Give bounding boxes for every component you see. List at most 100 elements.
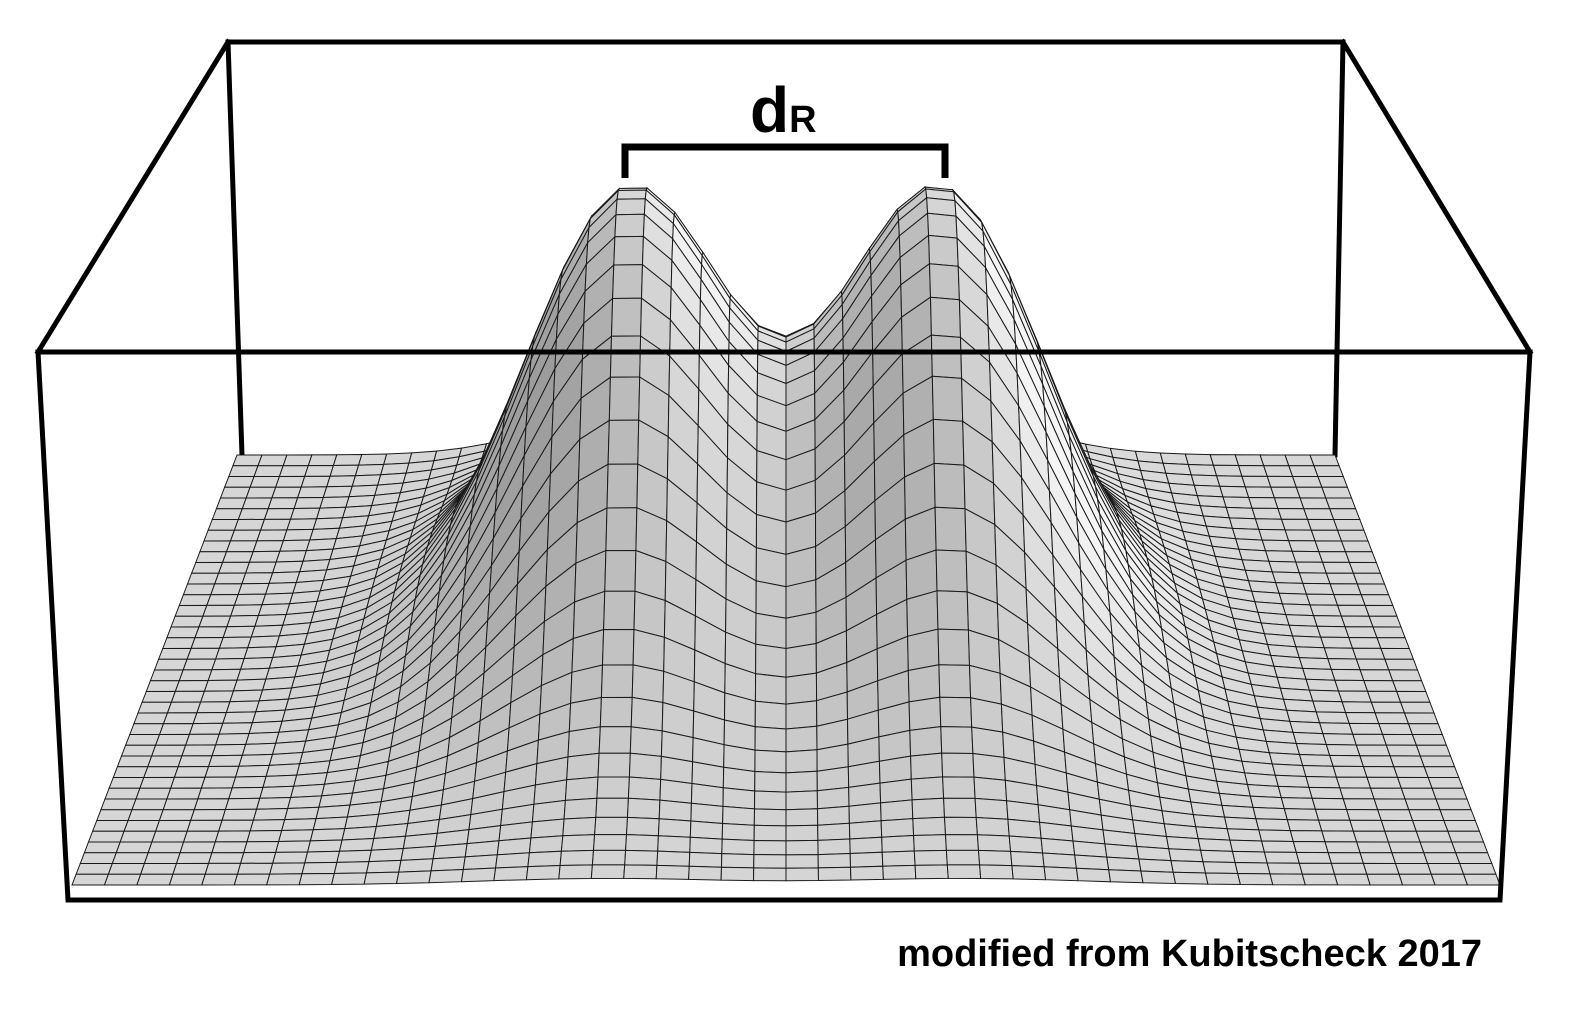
- mesh-cell: [1266, 475, 1298, 488]
- mesh-cell: [1221, 804, 1257, 820]
- mesh-cell: [1204, 872, 1242, 886]
- mesh-cell: [246, 829, 283, 843]
- mesh-cell: [1352, 830, 1390, 843]
- mesh-cell: [1419, 755, 1456, 768]
- mesh-cell: [1280, 797, 1317, 810]
- mesh-cell: [934, 506, 967, 552]
- mesh-cell: [224, 797, 261, 811]
- mesh-cell: [1348, 561, 1382, 574]
- mesh-cell: [214, 647, 249, 660]
- mesh-cell: [1042, 852, 1077, 869]
- mesh-cell: [564, 776, 599, 801]
- mesh-cell: [1376, 637, 1411, 650]
- mesh-cell: [1318, 722, 1354, 735]
- mesh-cell: [1462, 873, 1501, 886]
- mesh-cell: [162, 712, 198, 725]
- mesh-cell: [1336, 529, 1369, 542]
- mesh-cell: [181, 744, 217, 757]
- mesh-cell: [1241, 475, 1272, 488]
- mesh-cell: [1325, 743, 1361, 757]
- mesh-cell: [1435, 798, 1472, 811]
- mesh-cell: [659, 778, 693, 804]
- mesh-cell: [604, 549, 637, 592]
- mesh-cell: [182, 583, 216, 596]
- mesh-cell: [278, 465, 309, 478]
- mesh-cell: [690, 802, 724, 825]
- mesh-cell: [930, 334, 963, 379]
- mesh-cell: [1270, 486, 1301, 499]
- mesh-cell: [211, 508, 244, 520]
- mesh-cell: [195, 551, 228, 564]
- mesh-cell: [354, 463, 385, 477]
- mesh-cell: [215, 497, 247, 510]
- mesh-cell: [136, 873, 174, 886]
- mesh-cell: [1333, 873, 1371, 886]
- mesh-cell: [600, 664, 634, 699]
- mesh-cell: [785, 749, 818, 774]
- mesh-cell: [289, 507, 321, 520]
- mesh-cell: [690, 782, 724, 807]
- mesh-cell: [929, 296, 962, 338]
- mesh-cell: [1431, 787, 1468, 800]
- mesh-cell: [1287, 540, 1320, 553]
- mesh-cell: [1075, 867, 1112, 883]
- mesh-cell: [133, 712, 169, 725]
- mesh-cell: [1298, 572, 1331, 585]
- mesh-cell: [1391, 852, 1429, 864]
- mesh-cell: [1451, 841, 1489, 854]
- mesh-cell: [162, 637, 196, 650]
- mesh-cell: [656, 850, 691, 867]
- mesh-cell: [785, 854, 819, 869]
- mesh-cell: [204, 862, 242, 875]
- mesh-cell: [1313, 465, 1345, 477]
- mesh-cell: [1271, 763, 1307, 778]
- mesh-cell: [264, 581, 297, 595]
- mesh-cell: [1359, 755, 1395, 768]
- mesh-cell: [607, 419, 640, 465]
- mesh-cell: [1316, 625, 1350, 639]
- mesh-cell: [214, 830, 251, 843]
- mesh-cell: [1187, 463, 1218, 477]
- mesh-cell: [1231, 527, 1263, 541]
- mesh-cell: [1234, 861, 1271, 875]
- mesh-cell: [139, 863, 178, 875]
- mesh-cell: [241, 572, 274, 585]
- mesh-cell: [972, 752, 1006, 781]
- mesh-cell: [1362, 862, 1400, 875]
- mesh-cell: [79, 852, 118, 864]
- mesh-cell: [312, 517, 344, 530]
- mesh-cell: [182, 658, 217, 671]
- mesh-cell: [244, 561, 277, 574]
- mesh-cell: [1285, 614, 1318, 627]
- mesh-cell: [462, 854, 498, 871]
- mesh-cell: [880, 799, 914, 822]
- mesh-cell: [612, 264, 644, 300]
- mesh-cell: [1215, 475, 1246, 488]
- mesh-cell: [605, 507, 638, 552]
- mesh-cell: [168, 873, 206, 886]
- mesh-cell: [211, 657, 245, 671]
- mesh-cell: [108, 777, 145, 789]
- mesh-cell: [632, 628, 665, 672]
- mesh-cell: [428, 868, 464, 884]
- mesh-cell: [1372, 626, 1406, 639]
- mesh-cell: [754, 770, 787, 793]
- mesh-cell: [330, 872, 368, 886]
- mesh-cell: [188, 722, 224, 735]
- mesh-cell: [1411, 820, 1449, 832]
- mesh-cell: [166, 701, 202, 714]
- mesh-cell: [319, 496, 350, 509]
- mesh-cell: [1321, 830, 1358, 843]
- mesh-cell: [275, 550, 308, 563]
- mesh-cell: [1007, 818, 1042, 839]
- mesh-cell: [914, 864, 949, 880]
- mesh-cell: [190, 636, 224, 649]
- mesh-cell: [609, 335, 642, 378]
- mesh-cell: [940, 726, 974, 755]
- mesh-cell: [200, 776, 237, 789]
- mesh-cell: [913, 834, 947, 852]
- mesh-cell: [754, 726, 787, 753]
- mesh-cell: [1259, 454, 1290, 467]
- mesh-cell: [1370, 701, 1406, 714]
- mesh-cell: [601, 628, 635, 666]
